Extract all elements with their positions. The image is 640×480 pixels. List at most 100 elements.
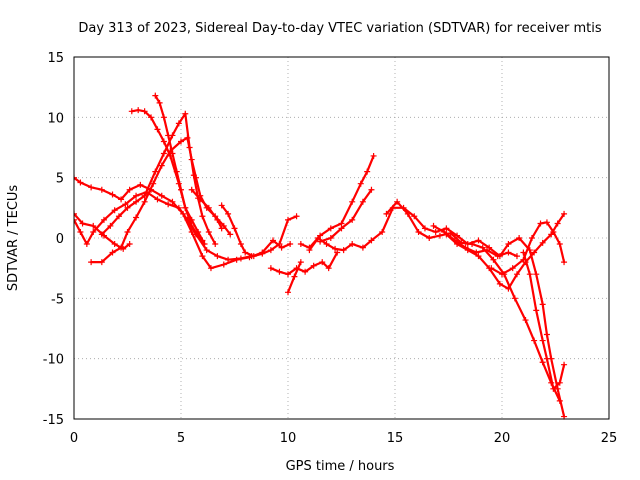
x-tick-label: 25 bbox=[601, 431, 618, 446]
data-point bbox=[214, 216, 221, 223]
data-point bbox=[533, 271, 540, 278]
data-point bbox=[550, 228, 557, 235]
data-point bbox=[205, 228, 212, 235]
data-point bbox=[443, 225, 450, 232]
data-point bbox=[124, 204, 131, 211]
data-point bbox=[74, 216, 77, 223]
data-point bbox=[426, 235, 433, 241]
data-point bbox=[77, 179, 84, 186]
data-point bbox=[118, 244, 125, 251]
data-point bbox=[364, 168, 371, 175]
data-point bbox=[505, 241, 512, 248]
data-point bbox=[188, 186, 195, 193]
data-point bbox=[178, 186, 184, 193]
data-point bbox=[74, 210, 77, 217]
data-point bbox=[259, 250, 266, 257]
series-layer bbox=[74, 92, 568, 420]
data-point bbox=[447, 230, 454, 237]
data-point bbox=[539, 359, 546, 366]
data-point bbox=[237, 241, 244, 248]
data-point bbox=[124, 228, 131, 235]
x-tick-label: 0 bbox=[70, 431, 78, 446]
data-point bbox=[225, 210, 232, 217]
data-point bbox=[237, 255, 244, 262]
data-point bbox=[126, 186, 133, 193]
y-tick-label: -15 bbox=[43, 413, 64, 428]
data-point bbox=[225, 256, 232, 263]
data-point bbox=[334, 249, 341, 256]
data-point bbox=[276, 241, 283, 248]
data-point bbox=[473, 249, 480, 256]
series-line bbox=[385, 200, 561, 402]
data-point bbox=[451, 237, 458, 244]
data-point bbox=[543, 331, 550, 338]
data-point bbox=[141, 192, 148, 199]
data-point bbox=[539, 239, 546, 246]
data-point bbox=[338, 225, 345, 232]
data-point bbox=[526, 271, 533, 278]
data-point bbox=[327, 235, 334, 241]
data-point bbox=[169, 150, 176, 157]
data-point bbox=[175, 204, 182, 211]
data-point bbox=[469, 241, 476, 248]
data-point bbox=[394, 198, 401, 205]
data-point bbox=[111, 241, 118, 248]
series-track-13 bbox=[306, 152, 377, 254]
data-point bbox=[332, 245, 339, 252]
data-point bbox=[462, 244, 469, 251]
data-point bbox=[479, 244, 486, 251]
data-point bbox=[182, 204, 189, 211]
series-track-18 bbox=[520, 249, 568, 392]
series-track-2 bbox=[74, 210, 133, 252]
data-point bbox=[195, 228, 202, 235]
data-point bbox=[368, 237, 375, 244]
plot-frame bbox=[73, 56, 610, 420]
data-point bbox=[278, 244, 285, 251]
series-line bbox=[445, 212, 566, 290]
data-point bbox=[411, 213, 418, 220]
data-point bbox=[242, 249, 249, 256]
data-point bbox=[317, 232, 324, 239]
grid bbox=[74, 57, 609, 419]
data-point bbox=[137, 181, 144, 188]
series-track-11 bbox=[285, 259, 304, 296]
data-point bbox=[505, 285, 512, 292]
data-point bbox=[175, 120, 182, 127]
data-point bbox=[522, 317, 529, 324]
data-point bbox=[556, 379, 563, 386]
data-point bbox=[199, 253, 206, 260]
data-point bbox=[88, 259, 95, 266]
data-point bbox=[197, 196, 204, 203]
data-point bbox=[349, 241, 356, 248]
x-axis-label: GPS time / hours bbox=[286, 459, 395, 474]
data-point bbox=[539, 301, 546, 308]
data-point bbox=[276, 268, 283, 275]
chart-title: Day 313 of 2023, Sidereal Day-to-day VTE… bbox=[78, 21, 602, 36]
data-point bbox=[98, 259, 105, 266]
data-point bbox=[310, 262, 317, 269]
data-point bbox=[218, 225, 225, 232]
data-point bbox=[490, 256, 497, 263]
data-point bbox=[383, 210, 390, 217]
data-point bbox=[118, 196, 125, 203]
data-point bbox=[287, 241, 294, 248]
data-point bbox=[475, 237, 482, 244]
data-point bbox=[285, 289, 291, 296]
data-point bbox=[302, 268, 309, 275]
data-point bbox=[74, 174, 77, 181]
data-point bbox=[494, 253, 501, 260]
data-point bbox=[227, 231, 234, 238]
data-point bbox=[297, 241, 304, 248]
data-point bbox=[141, 198, 148, 205]
data-point bbox=[270, 237, 277, 244]
data-point bbox=[90, 222, 97, 229]
data-point bbox=[165, 132, 172, 139]
series-track-8 bbox=[188, 186, 225, 232]
data-point bbox=[128, 108, 135, 115]
data-point bbox=[83, 241, 90, 248]
data-point bbox=[323, 241, 330, 248]
data-point bbox=[150, 180, 157, 187]
data-point bbox=[520, 249, 527, 256]
data-point bbox=[190, 172, 197, 179]
